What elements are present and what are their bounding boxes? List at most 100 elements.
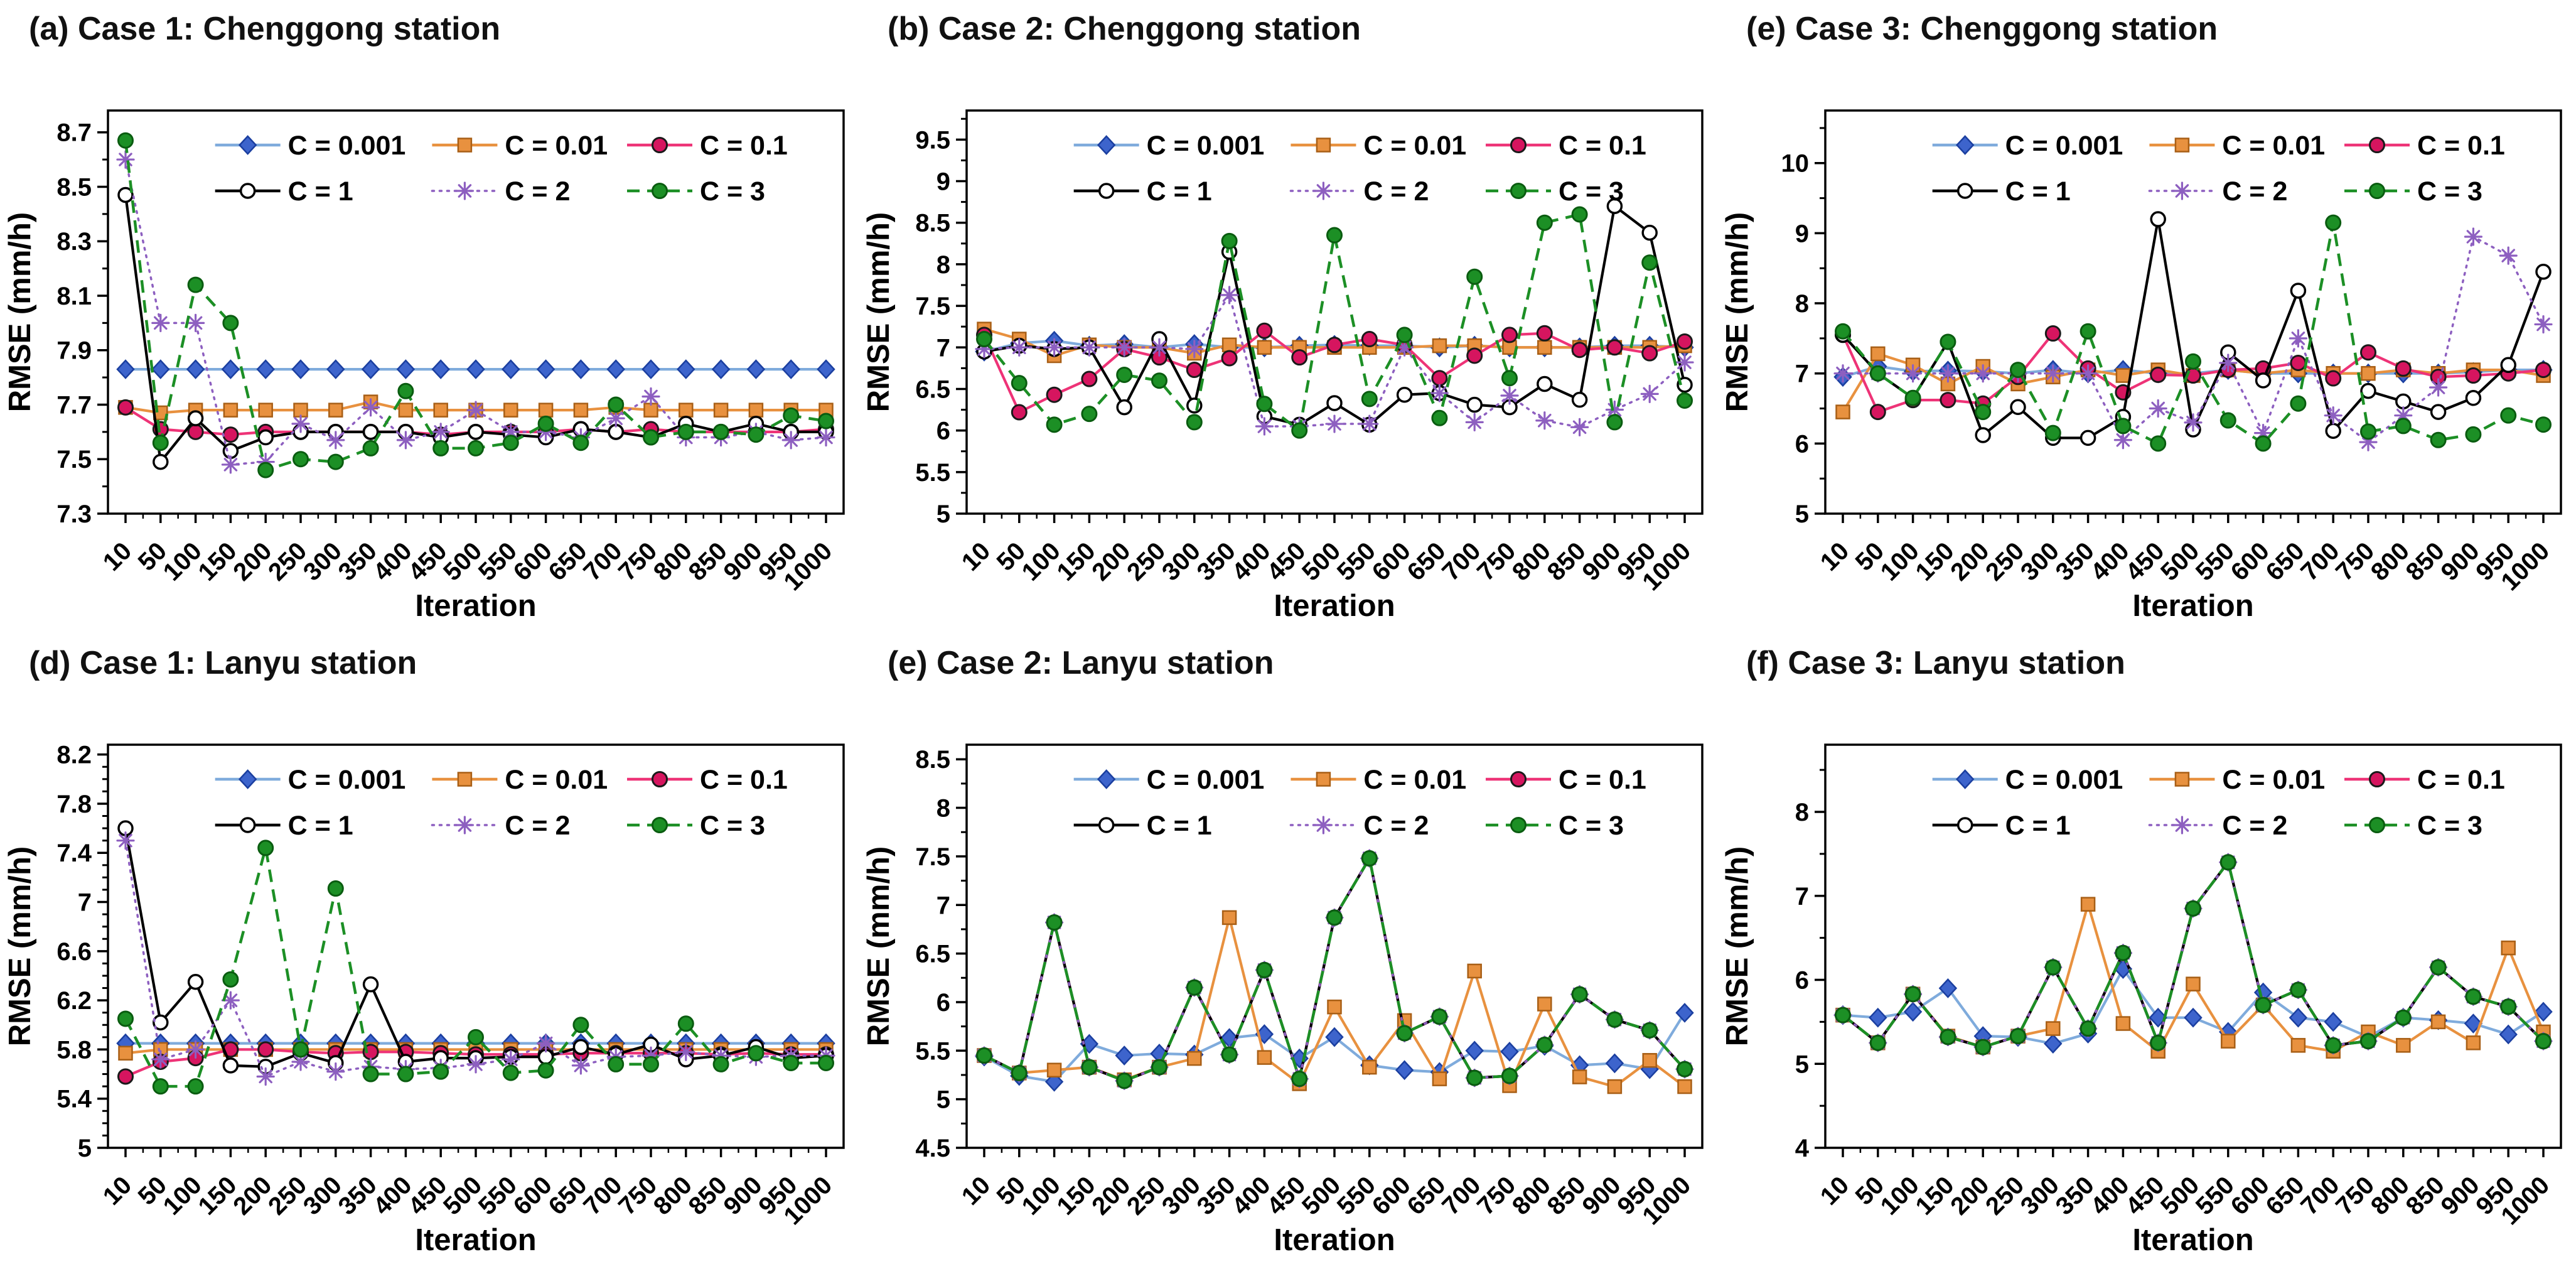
data-point-marker [677,423,694,440]
data-point-marker [188,316,203,330]
data-point-marker [818,1054,834,1071]
legend-label: C = 0.1 [2417,131,2505,161]
data-point-marker [363,401,378,414]
data-point-marker [1186,361,1203,378]
data-point-marker [539,1036,553,1050]
data-point-marker [222,426,239,443]
data-point-marker [1012,340,1026,355]
data-point-marker [2290,395,2307,412]
series-line [983,212,1687,433]
panel-f: (f) Case 3: Lanyu station 4 5 6 7 8 10 50 100 15… [1717,634,2576,1268]
data-point-marker [1186,979,1203,996]
y-axis-label: RMSE (mm/h) [1720,846,1754,1047]
data-point-marker [1081,406,1098,423]
data-point-marker [327,880,344,897]
data-point-marker [1571,986,1588,1003]
data-point-marker [1870,346,1886,362]
y-axis-label: RMSE (mm/h) [3,846,37,1047]
data-point-marker [2290,354,2307,371]
y-axis-label: RMSE (mm/h) [3,212,37,413]
data-point-marker [573,402,589,418]
data-point-marker [2430,431,2447,448]
legend-label: C = 0.01 [2222,765,2325,795]
data-point-marker [1396,1025,1413,1042]
x-tick-label: 10 [957,1171,996,1211]
data-point-marker [432,440,449,456]
y-tick-label: 8 [936,795,950,823]
data-point-marker [292,451,309,468]
data-point-marker [2115,368,2131,383]
data-point-marker [1835,404,1850,419]
data-point-marker [2255,996,2272,1013]
data-point-marker [2395,418,2412,435]
data-point-marker [536,359,555,379]
data-point-marker [2149,1007,2167,1028]
data-point-marker [2395,1009,2412,1026]
data-point-marker [1151,1059,1167,1076]
x-axis-label: Iteration [2132,589,2253,623]
data-point-marker [397,382,414,399]
data-point-marker [294,1055,308,1069]
data-point-marker [2465,367,2482,384]
y-tick-label: 5 [936,1086,950,1114]
data-point-marker [1257,1050,1272,1065]
data-point-marker [188,1042,203,1057]
data-point-marker [1677,392,1693,409]
data-point-marker [117,132,134,149]
data-point-marker [1678,355,1692,369]
data-point-marker [1956,183,1973,199]
data-point-marker [608,396,625,413]
data-point-marker [2290,981,2307,998]
data-point-marker [1011,375,1028,392]
chart-case3-lanyu: 4 5 6 7 8 10501001502002503003504004505005506… [1720,743,2562,1257]
data-point-marker [817,359,835,379]
data-point-marker [2500,357,2516,374]
legend-label: C = 1 [288,811,353,841]
legend-label: C = 1 [1147,176,1212,207]
data-point-marker [119,833,132,848]
data-point-marker [1677,333,1693,350]
y-axis: 4.5 5 5.5 6 6.5 7 7.5 8 8.5 [915,746,967,1162]
data-point-marker [187,1078,204,1095]
data-point-marker [1904,389,1921,406]
series-C=3 [1835,854,2552,1056]
data-point-marker [502,435,519,451]
data-point-marker [748,1045,765,1062]
data-point-marker [2325,1037,2342,1054]
data-point-marker [2080,1020,2096,1037]
data-point-marker [2360,423,2376,440]
data-point-marker [117,186,134,203]
data-point-marker [458,818,472,832]
data-point-marker [361,359,380,379]
data-point-marker [2219,854,2236,871]
legend-label: C = 0.001 [1147,765,1265,795]
data-point-marker [431,359,450,379]
data-point-marker [1046,416,1063,433]
data-point-marker [362,976,379,993]
series-line [1842,859,2545,1049]
data-point-marker [2535,416,2552,433]
data-point-marker [712,423,729,440]
data-point-marker [2395,393,2412,410]
data-point-marker [643,1056,659,1072]
data-point-marker [292,1041,309,1058]
data-point-marker [1431,370,1448,387]
data-point-marker [2500,407,2517,424]
y-tick-label: 7.5 [915,843,950,871]
data-point-marker [2150,435,2167,452]
legend: C = 0.001 C = 0.01 C = 0.1 C = 1 C = 2 C = 3 [1932,765,2505,841]
data-point-marker [572,1017,589,1034]
data-point-marker [746,359,766,379]
data-point-marker [2431,381,2445,394]
data-point-marker [457,772,473,787]
data-point-marker [1081,1059,1098,1076]
data-point-marker [2369,183,2385,199]
y-tick-label: 7 [936,892,950,919]
data-point-marker [2255,435,2272,452]
data-point-marker [117,1010,134,1027]
data-point-marker [1326,337,1343,354]
data-point-marker [1510,817,1527,833]
data-point-marker [1537,375,1553,392]
legend-label: C = 2 [505,811,570,841]
